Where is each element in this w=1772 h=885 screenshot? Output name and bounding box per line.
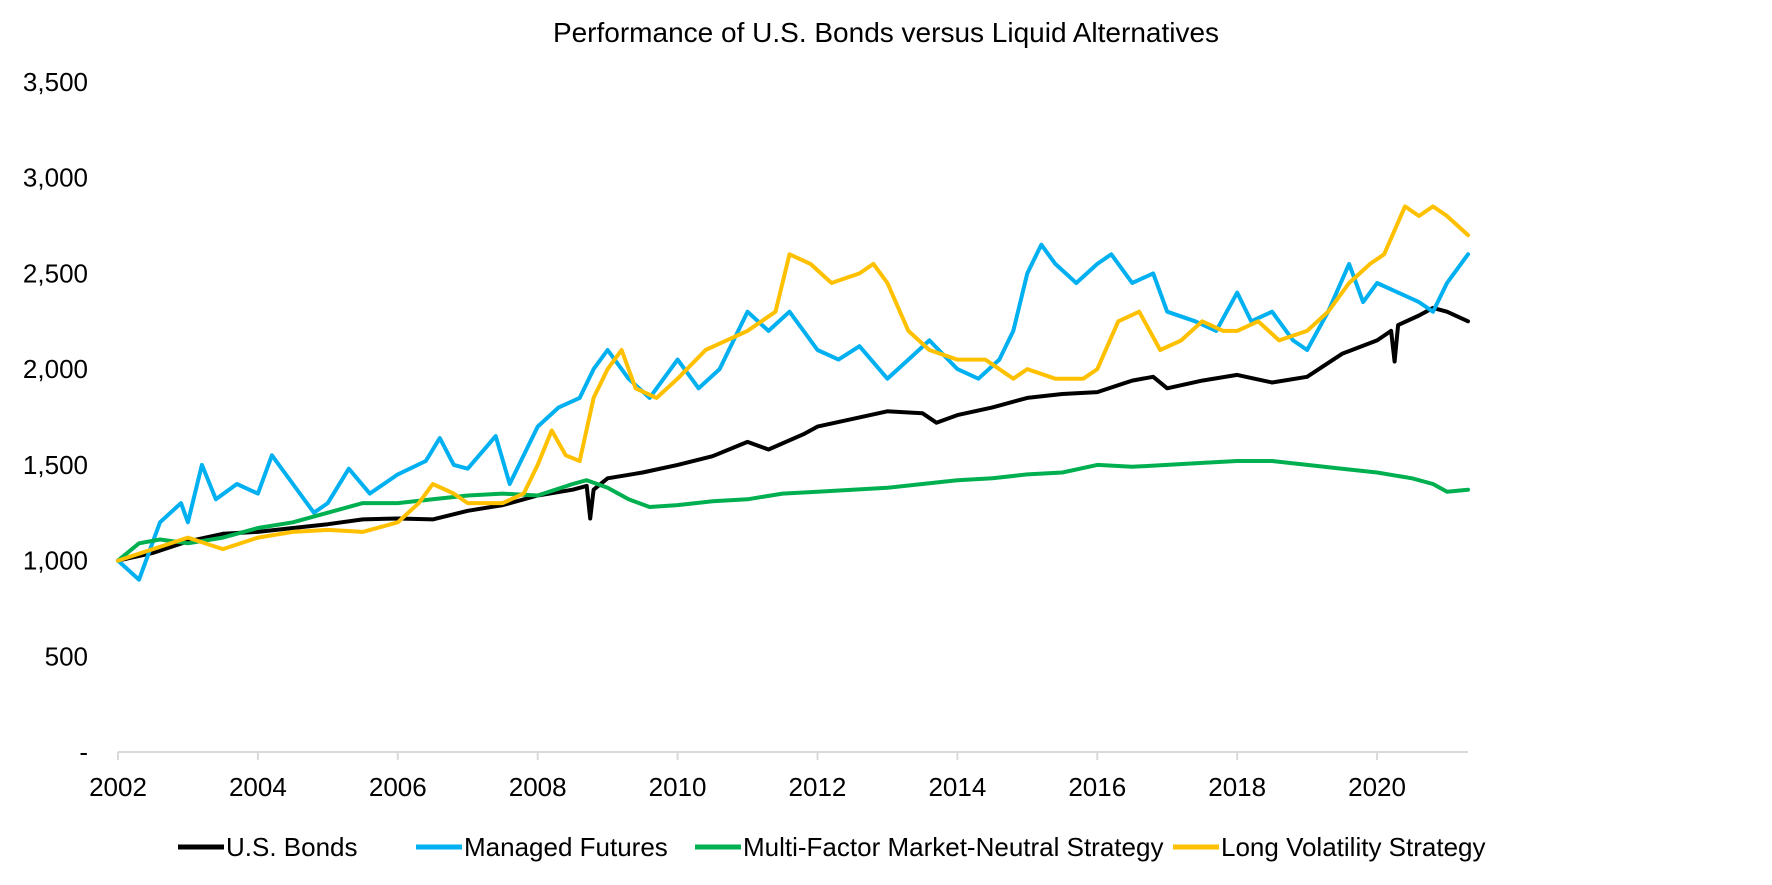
y-tick-label: 1,000 (23, 546, 88, 576)
x-tick-label: 2012 (789, 772, 847, 802)
series-line-managed-futures (116, 242, 1470, 582)
x-tick-label: 2004 (229, 772, 287, 802)
series-lines (116, 204, 1470, 582)
y-tick-label: 2,500 (23, 258, 88, 288)
legend-label: Long Volatility Strategy (1221, 832, 1486, 862)
legend-label: U.S. Bonds (226, 832, 358, 862)
x-tick-label: 2020 (1348, 772, 1406, 802)
x-axis: 2002 2004 2006 2008 2010 2012 2014 2016 2018 2020 (89, 752, 1406, 802)
x-tick-label: 2010 (649, 772, 707, 802)
y-tick-label: 3,500 (23, 67, 88, 97)
x-tick-label: 2006 (369, 772, 427, 802)
y-tick-label: 1,500 (23, 450, 88, 480)
x-tick-label: 2018 (1208, 772, 1266, 802)
legend-label: Multi-Factor Market-Neutral Strategy (743, 832, 1163, 862)
chart-title: Performance of U.S. Bonds versus Liquid … (553, 17, 1219, 48)
series-line-multi-factor-market-neutral-strategy (116, 459, 1470, 563)
x-tick-label: 2016 (1068, 772, 1126, 802)
x-tick-label: 2008 (509, 772, 567, 802)
x-tick-label: 2002 (89, 772, 147, 802)
y-axis: - 500 1,000 1,500 2,000 2,500 3,000 3,500 (23, 67, 88, 767)
series-line-long-volatility-strategy (116, 204, 1470, 563)
x-tick-label: 2014 (928, 772, 986, 802)
y-tick-label: 500 (45, 641, 88, 671)
series-line-u-s-bonds (116, 305, 1470, 563)
y-tick-label: - (79, 737, 88, 767)
y-tick-label: 2,000 (23, 354, 88, 384)
legend-label: Managed Futures (464, 832, 668, 862)
y-tick-label: 3,000 (23, 163, 88, 193)
legend: U.S. Bonds Managed Futures Multi-Factor Ma… (178, 832, 1486, 862)
